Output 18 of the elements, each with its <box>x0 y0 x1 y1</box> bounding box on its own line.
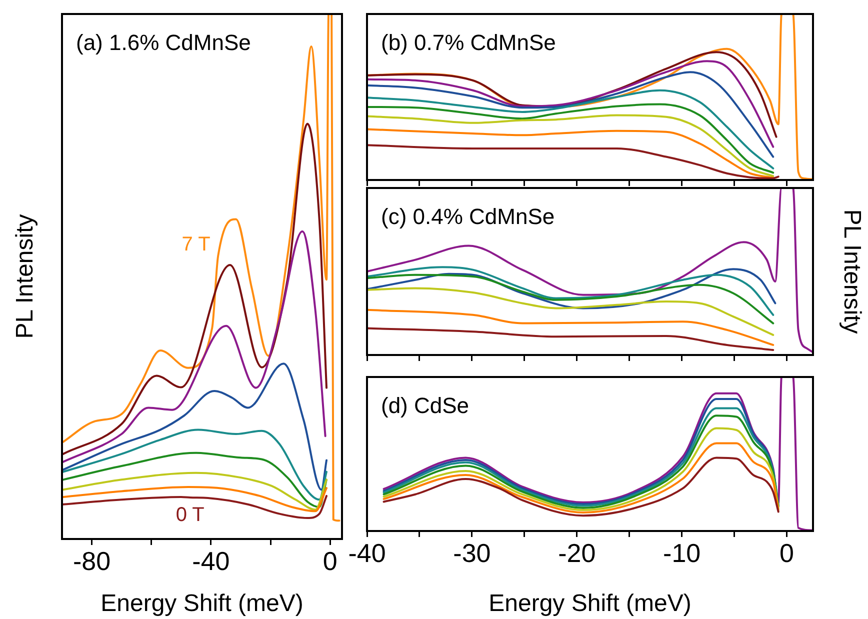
x-tick-label: -10 <box>663 538 701 568</box>
x-axis-title: Energy Shift (meV) <box>100 590 304 618</box>
x-tick-label: -80 <box>73 546 111 576</box>
annotation: 0 T <box>176 504 204 526</box>
x-tick-label: -40 <box>192 546 230 576</box>
x-axis-title: Energy Shift (meV) <box>488 590 692 618</box>
y2-axis-title: PL Intensity <box>838 209 866 334</box>
x-tick-label: 0 <box>322 546 338 576</box>
y-axis-title: PL Intensity <box>12 214 39 339</box>
x-tick-label: 0 <box>780 538 794 568</box>
x-tick-label: -30 <box>453 538 491 568</box>
text: (a) 1.6% CdMnSe <box>76 30 251 56</box>
text: (c) 0.4% CdMnSe <box>381 204 555 230</box>
text: (b) 0.7% CdMnSe <box>381 30 556 56</box>
text: (d) CdSe <box>381 393 470 418</box>
x-tick-label: -20 <box>558 538 596 568</box>
annotation: 7 T <box>182 234 210 256</box>
x-tick-label: -40 <box>348 538 386 568</box>
